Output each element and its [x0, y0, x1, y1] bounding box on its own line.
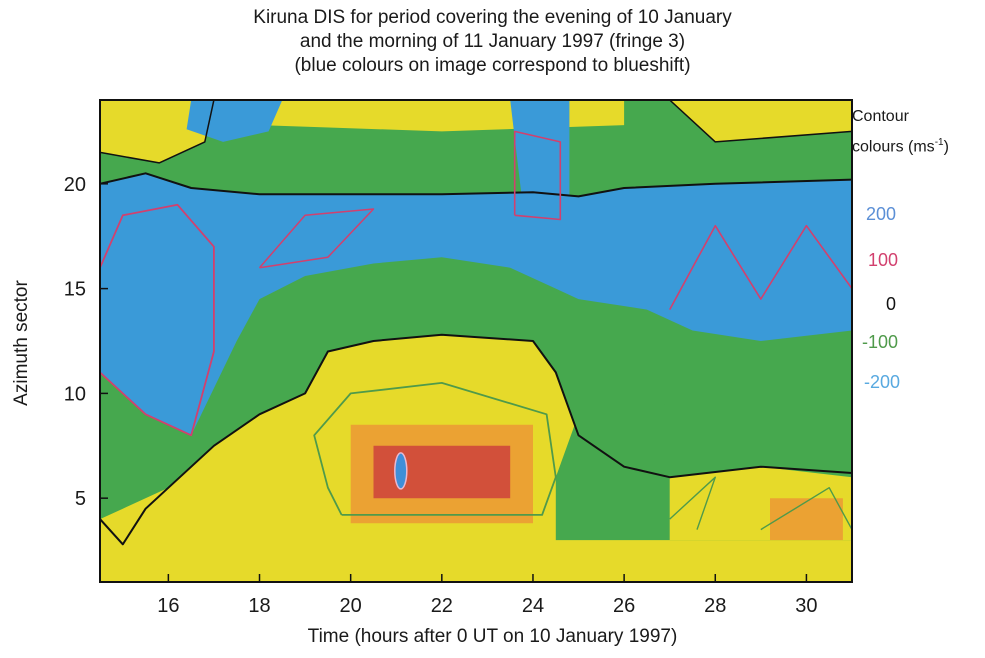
- legend-title-end: ): [943, 138, 949, 156]
- x-tick-label-28: 28: [704, 595, 726, 617]
- contour-100-left: [100, 203, 215, 437]
- contour-minus100-right-b: [760, 487, 852, 531]
- x-tick-label-18: 18: [248, 595, 270, 617]
- heatmap-region-red-core: [373, 445, 511, 499]
- heatmap-region-blue-top: [186, 100, 283, 142]
- chart-title: Kiruna DIS for period covering the eveni…: [0, 6, 985, 78]
- legend-entry-0: 0: [886, 294, 897, 314]
- y-tick-label-15: 15: [64, 279, 86, 301]
- chart-title-line-1: Kiruna DIS for period covering the eveni…: [253, 7, 732, 28]
- plot-area: [100, 100, 852, 582]
- heatmap-region-yellow-topleft: [100, 100, 214, 163]
- legend-entry-200: 200: [866, 204, 897, 224]
- x-tick-label-20: 20: [340, 595, 362, 617]
- x-tick-label-30: 30: [795, 595, 817, 617]
- legend-entry-minus-200: -200: [864, 372, 901, 392]
- chart-title-line-3: (blue colours on image correspond to blu…: [294, 55, 691, 76]
- y-tick-label-20: 20: [64, 174, 86, 196]
- contour-zero-topleft: [100, 100, 215, 164]
- contour-zero-upper: [100, 172, 852, 198]
- contour-zero-lower: [100, 333, 852, 546]
- x-tick-label-26: 26: [613, 595, 635, 617]
- x-tick-label-22: 22: [431, 595, 453, 617]
- contour-100-mid: [258, 208, 375, 269]
- legend-title-sup: -1: [934, 137, 944, 148]
- legend-title-line-2: colours (ms-1): [852, 130, 949, 160]
- x-tick-label-24: 24: [522, 595, 544, 617]
- y-tick-label-5: 5: [75, 488, 86, 510]
- legend-title-line-1: Contour: [852, 108, 909, 125]
- legend-title-unit: colours (ms: [852, 138, 935, 156]
- chart-title-line-2: and the morning of 11 January 1997 (frin…: [299, 31, 686, 52]
- x-axis-label: Time (hours after 0 UT on 10 January 199…: [307, 626, 678, 647]
- contour-minus100-right-a: [669, 476, 716, 530]
- legend-entry-minus-100: -100: [862, 332, 899, 352]
- plot-frame: [99, 99, 853, 583]
- heatmap-region-blue-band: [100, 173, 852, 436]
- heatmap-peak-blue: [394, 452, 408, 490]
- legend-title: Contour colours (ms-1): [852, 104, 949, 160]
- heatmap-region-blue-column: [510, 100, 570, 220]
- y-axis-label: Azimuth sector: [11, 280, 32, 406]
- contour-100-column: [513, 130, 562, 221]
- contour-100-right: [668, 224, 852, 310]
- heatmap-region-yellow-topright: [669, 100, 852, 142]
- heatmap-region-orange-right: [770, 498, 843, 541]
- y-tick-label-10: 10: [64, 383, 86, 405]
- contour-minus100-core: [313, 382, 557, 516]
- x-tick-label-16: 16: [157, 595, 179, 617]
- legend-entry-100: 100: [868, 250, 899, 270]
- contour-zero-topright: [669, 100, 852, 143]
- heatmap-region-yellow-top: [259, 100, 625, 132]
